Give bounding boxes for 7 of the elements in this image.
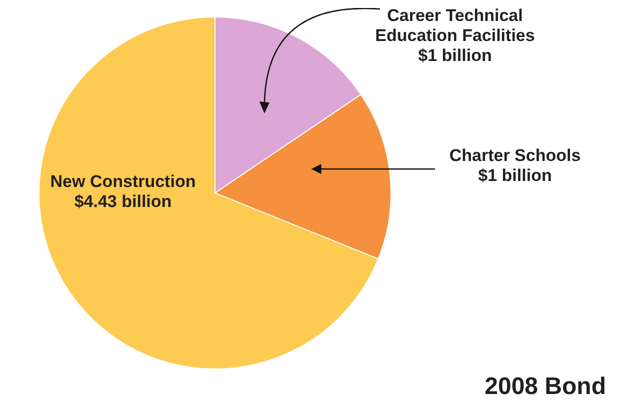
- data-label: $4.43 billion: [74, 192, 172, 211]
- slice-label: Career Technical Education Facilities: [375, 6, 535, 45]
- data-label: $1 billion: [478, 166, 552, 185]
- slice-label: Charter Schools: [449, 146, 581, 165]
- text: 2008 Bond: [484, 373, 606, 401]
- data-label: $1 billion: [418, 46, 492, 65]
- slice-label: New Construction: [50, 172, 196, 191]
